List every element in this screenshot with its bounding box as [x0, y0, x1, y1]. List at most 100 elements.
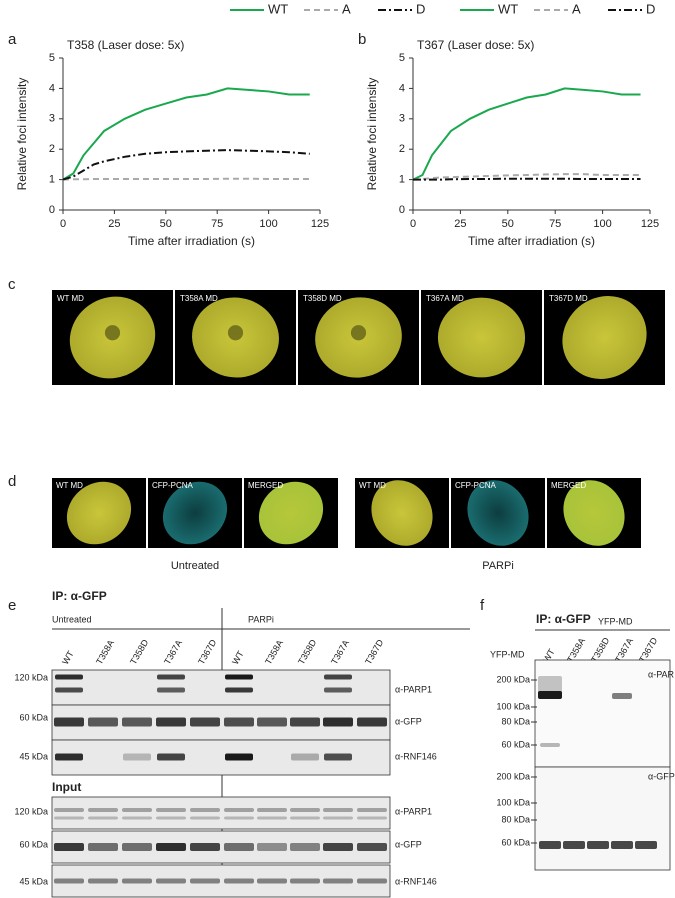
- band: [190, 843, 220, 851]
- band: [257, 717, 287, 727]
- band: [55, 674, 83, 680]
- band: [587, 841, 609, 849]
- marker: 200 kDa: [496, 771, 530, 781]
- band: [357, 717, 387, 727]
- image-label: T367D MD: [549, 294, 588, 303]
- y-tick-label: 2: [49, 143, 55, 155]
- y-tick-label: 4: [49, 82, 55, 94]
- band: [290, 717, 320, 727]
- band: [157, 753, 185, 761]
- band: [290, 816, 320, 820]
- marker: 60 kDa: [501, 837, 530, 847]
- x-tick-label: 25: [108, 218, 120, 230]
- nucleus: [563, 480, 625, 546]
- legend-label: D: [646, 1, 655, 16]
- x-tick-label: 25: [454, 218, 466, 230]
- band: [157, 674, 185, 680]
- blot-title: Input: [52, 780, 81, 794]
- x-tick-label: 0: [60, 218, 66, 230]
- x-tick-label: 50: [502, 218, 514, 230]
- band: [324, 687, 352, 693]
- lane-header: YFP-MD: [490, 649, 525, 659]
- lane-label: T358D: [128, 637, 150, 666]
- band: [54, 717, 84, 727]
- lane-label: T358D: [296, 637, 318, 666]
- image-label: T367A MD: [426, 294, 464, 303]
- band: [190, 878, 220, 884]
- marker: 100 kDa: [496, 701, 530, 711]
- band: [224, 843, 254, 851]
- nucleolus: [227, 325, 244, 341]
- blot-title: IP: α-GFP: [52, 589, 107, 603]
- caption: PARPi: [482, 560, 514, 572]
- lane-label: WT: [60, 649, 76, 667]
- band: [190, 808, 220, 812]
- legend-label: A: [572, 1, 581, 16]
- treatment: PARPi: [248, 614, 274, 624]
- band: [156, 878, 186, 884]
- lane-label: T367D: [363, 637, 385, 666]
- nucleus: [437, 297, 526, 378]
- band: [190, 717, 220, 727]
- band: [323, 878, 353, 884]
- marker: 120 kDa: [14, 806, 48, 816]
- y-tick-label: 0: [49, 204, 55, 216]
- band: [324, 674, 352, 680]
- marker: 120 kDa: [14, 672, 48, 682]
- panel-label: a: [8, 31, 17, 48]
- band: [257, 808, 287, 812]
- nucleus: [562, 296, 647, 379]
- band: [257, 843, 287, 851]
- legend-label: D: [416, 1, 425, 16]
- band: [54, 843, 84, 851]
- series-line: [412, 173, 641, 181]
- band: [157, 687, 185, 693]
- lane-label: WT: [230, 649, 246, 667]
- antibody: α-GFP: [395, 716, 422, 726]
- x-tick-label: 75: [549, 218, 561, 230]
- band: [323, 816, 353, 820]
- band: [323, 843, 353, 851]
- image-label: CFP-PCNA: [455, 481, 497, 490]
- y-tick-label: 3: [399, 113, 405, 125]
- lane-label: T358A: [94, 638, 116, 666]
- x-tick-label: 0: [410, 218, 416, 230]
- band: [224, 878, 254, 884]
- band: [225, 674, 253, 680]
- nucleus: [371, 480, 433, 546]
- band: [190, 816, 220, 820]
- series-line: [62, 149, 310, 181]
- y-axis-label: Relative foci intensity: [15, 78, 29, 191]
- band: [257, 878, 287, 884]
- band: [224, 816, 254, 820]
- band: [225, 753, 253, 761]
- band: [357, 816, 387, 820]
- band: [122, 878, 152, 884]
- image-label: T358D MD: [303, 294, 342, 303]
- image-label: MERGED: [248, 481, 283, 490]
- x-tick-label: 50: [160, 218, 172, 230]
- y-tick-label: 5: [49, 52, 55, 64]
- x-axis-label: Time after irradiation (s): [128, 234, 255, 248]
- caption: Untreated: [171, 560, 219, 572]
- marker: 80 kDa: [501, 814, 530, 824]
- image-label: T358A MD: [180, 294, 218, 303]
- panel-label: e: [8, 597, 16, 614]
- band: [357, 878, 387, 884]
- marker: 60 kDa: [19, 839, 48, 849]
- legend-label: WT: [498, 1, 518, 16]
- y-tick-label: 5: [399, 52, 405, 64]
- image-label: WT MD: [359, 481, 386, 490]
- nucleus: [66, 481, 132, 545]
- band: [290, 843, 320, 851]
- antibody: α-RNF146: [395, 751, 437, 761]
- x-tick-label: 100: [259, 218, 277, 230]
- band: [323, 717, 353, 727]
- band: [156, 816, 186, 820]
- band: [611, 841, 633, 849]
- marker: 60 kDa: [19, 712, 48, 722]
- band: [323, 808, 353, 812]
- antibody: α-PARP1: [395, 806, 432, 816]
- band: [122, 717, 152, 727]
- band: [225, 687, 253, 693]
